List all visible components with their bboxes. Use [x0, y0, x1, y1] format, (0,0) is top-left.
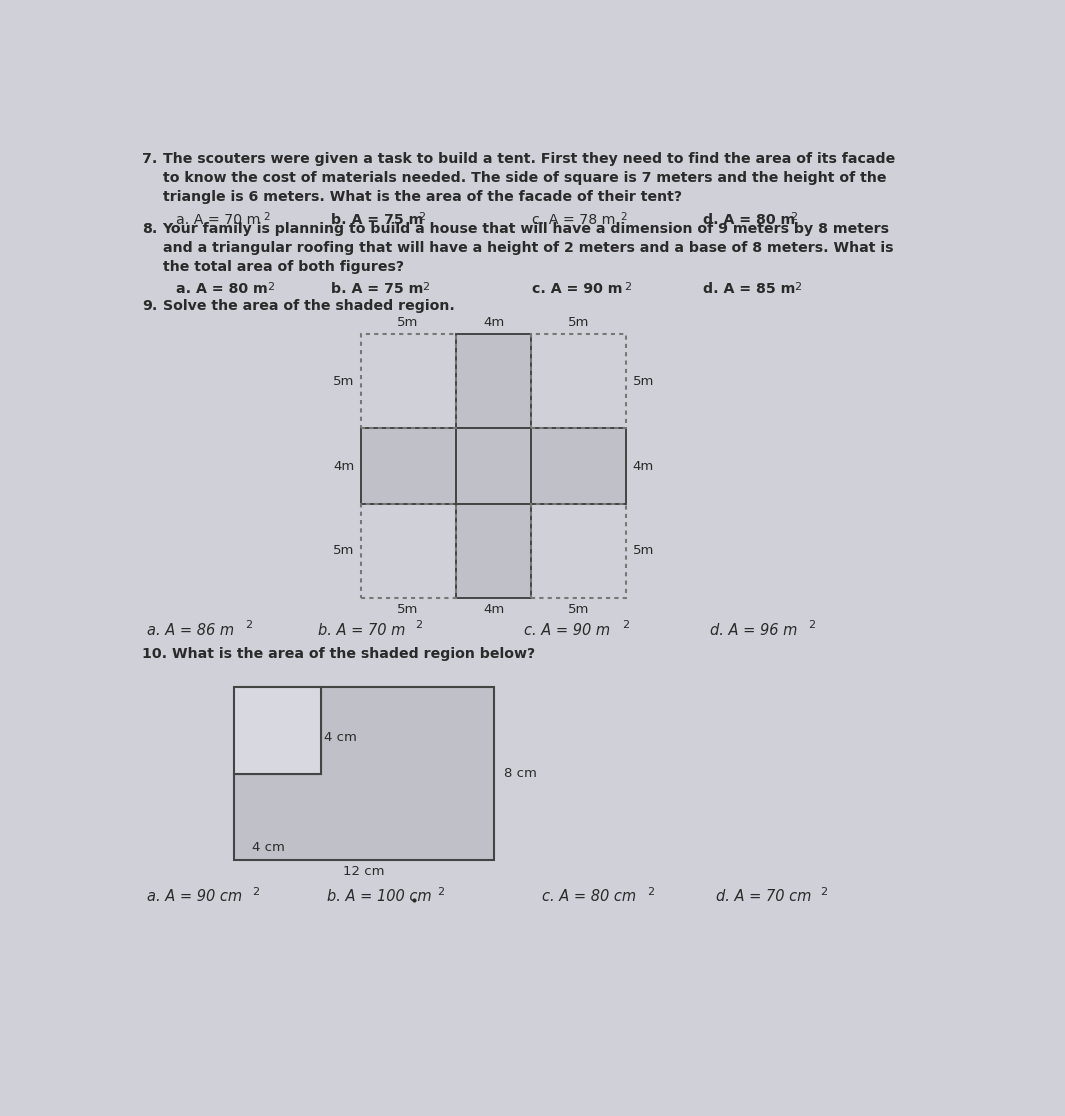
Text: c. A = 90 m: c. A = 90 m — [524, 623, 610, 637]
Text: b. A = 75 m: b. A = 75 m — [331, 282, 423, 297]
Text: 4m: 4m — [482, 316, 504, 329]
Text: d. A = 70 cm: d. A = 70 cm — [716, 889, 812, 904]
Bar — [531, 503, 626, 598]
Text: 2: 2 — [422, 281, 429, 291]
Text: Solve the area of the shaded region.: Solve the area of the shaded region. — [163, 299, 455, 314]
Text: and a triangular roofing that will have a height of 2 meters and a base of 8 met: and a triangular roofing that will have … — [163, 241, 894, 254]
Text: 5m: 5m — [397, 603, 419, 616]
Bar — [456, 334, 531, 429]
Text: 2: 2 — [646, 887, 654, 897]
Text: 5m: 5m — [569, 603, 590, 616]
Text: 2: 2 — [794, 281, 801, 291]
Text: 2: 2 — [267, 281, 275, 291]
Text: d. A = 96 m: d. A = 96 m — [710, 623, 798, 637]
Text: d. A = 80 m: d. A = 80 m — [703, 213, 794, 227]
Text: 2: 2 — [419, 212, 425, 222]
Text: a. A = 80 m: a. A = 80 m — [176, 282, 267, 297]
Text: 4m: 4m — [333, 460, 355, 472]
Text: 10. What is the area of the shaded region below?: 10. What is the area of the shaded regio… — [143, 647, 536, 662]
Text: 2: 2 — [808, 620, 816, 631]
Text: 2: 2 — [620, 212, 626, 222]
Text: triangle is 6 meters. What is the area of the facade of their tent?: triangle is 6 meters. What is the area o… — [163, 190, 682, 204]
Text: 5m: 5m — [569, 316, 590, 329]
Text: d. A = 85 m: d. A = 85 m — [703, 282, 796, 297]
Text: 2: 2 — [415, 620, 423, 631]
Text: a. A = 70 m: a. A = 70 m — [176, 213, 260, 227]
Text: 2: 2 — [624, 281, 630, 291]
Text: b. A = 100 cm: b. A = 100 cm — [327, 889, 431, 904]
Bar — [456, 503, 531, 598]
Text: 4 cm: 4 cm — [252, 841, 285, 855]
Text: 2: 2 — [820, 887, 828, 897]
Text: 4m: 4m — [482, 603, 504, 616]
Text: c. A = 80 cm: c. A = 80 cm — [542, 889, 637, 904]
Bar — [234, 687, 321, 773]
Text: c. A = 90 m: c. A = 90 m — [532, 282, 623, 297]
Text: c. A = 78 m: c. A = 78 m — [532, 213, 616, 227]
Text: b. A = 75 m: b. A = 75 m — [331, 213, 423, 227]
Text: 5m: 5m — [633, 375, 654, 387]
Text: 4m: 4m — [633, 460, 654, 472]
Bar — [531, 334, 626, 429]
Text: 5m: 5m — [633, 545, 654, 557]
Text: 5m: 5m — [333, 545, 355, 557]
Text: a. A = 86 m: a. A = 86 m — [147, 623, 234, 637]
Text: 2: 2 — [622, 620, 629, 631]
Bar — [531, 429, 626, 503]
Text: a. A = 90 cm: a. A = 90 cm — [147, 889, 242, 904]
Text: to know the cost of materials needed. The side of square is 7 meters and the hei: to know the cost of materials needed. Th… — [163, 171, 886, 185]
Text: 2: 2 — [245, 620, 251, 631]
Text: 7.: 7. — [143, 153, 158, 166]
Text: 2: 2 — [263, 212, 269, 222]
Bar — [361, 503, 456, 598]
Text: 8.: 8. — [143, 222, 158, 235]
Text: The scouters were given a task to build a tent. First they need to find the area: The scouters were given a task to build … — [163, 153, 895, 166]
Text: b. A = 70 m: b. A = 70 m — [317, 623, 405, 637]
Text: 5m: 5m — [397, 316, 419, 329]
Text: 9.: 9. — [143, 299, 158, 314]
Bar — [361, 334, 456, 429]
Text: 5m: 5m — [333, 375, 355, 387]
Text: 2: 2 — [437, 887, 444, 897]
Polygon shape — [234, 687, 494, 859]
Text: 2: 2 — [251, 887, 259, 897]
Text: the total area of both figures?: the total area of both figures? — [163, 260, 404, 273]
Text: 12 cm: 12 cm — [343, 865, 384, 878]
Text: 2: 2 — [790, 212, 798, 222]
Bar — [361, 429, 456, 503]
Text: 4 cm: 4 cm — [324, 731, 357, 744]
Text: 8 cm: 8 cm — [504, 767, 537, 780]
Text: Your family is planning to build a house that will have a dimension of 9 meters : Your family is planning to build a house… — [163, 222, 889, 235]
Bar — [456, 429, 531, 503]
